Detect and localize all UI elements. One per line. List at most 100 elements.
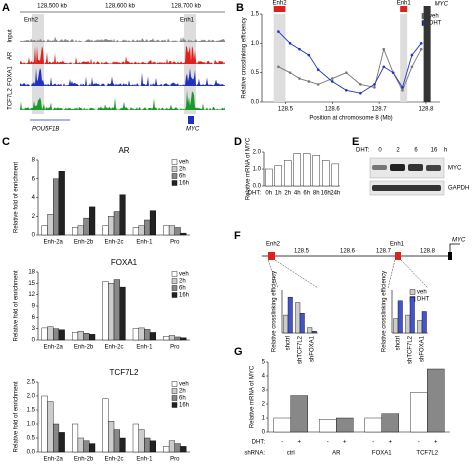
bar: [58, 329, 65, 341]
signal-track: [20, 68, 225, 86]
bar: [144, 219, 151, 236]
bar: [318, 419, 337, 433]
bar: [89, 443, 96, 453]
region-label: Enh1: [397, 1, 412, 7]
panel-f: Enh2 Enh1 128.5 128.6 128.7 128.8 MYC: [262, 238, 466, 289]
bar: [113, 211, 120, 236]
dht-sign: -: [281, 440, 283, 446]
y-tick-label: 2.0: [27, 394, 36, 400]
bar: [290, 395, 309, 433]
legend-label: DHT: [417, 297, 430, 303]
bar: [138, 429, 145, 453]
band: [372, 165, 387, 170]
bar: [174, 443, 181, 453]
y-tick-label: 9: [32, 304, 36, 310]
x-tick-label: Pro: [170, 457, 180, 463]
dht-sign: -: [327, 440, 329, 446]
y-tick-label: 2.0: [253, 150, 262, 156]
band: [426, 165, 441, 171]
x-tick-label: FOXA1: [372, 451, 392, 457]
bar: [180, 337, 187, 341]
bar: [71, 227, 79, 236]
legend-label: veh: [417, 290, 427, 296]
y-tick-label: 6: [32, 176, 36, 182]
track-label: AR: [8, 51, 14, 60]
bar: [41, 327, 48, 341]
point: [288, 42, 292, 45]
y-tick-label: 0.5: [251, 70, 260, 76]
bar: [102, 281, 109, 341]
bar: [273, 417, 291, 433]
bar: [421, 311, 427, 334]
bar: [287, 296, 293, 334]
bar: [138, 327, 145, 341]
track-label: TCF7L2: [8, 88, 14, 110]
legend-swatch: [409, 289, 416, 295]
enhancer-label: Enh1: [390, 242, 405, 248]
blot: [369, 157, 445, 179]
time-label: 6: [414, 148, 418, 154]
blot-header: DHT:: [356, 148, 370, 154]
point: [330, 80, 334, 83]
y-tick-label: 1.5: [251, 12, 260, 18]
dht-sign: +: [434, 440, 438, 446]
legend-swatch: [171, 285, 178, 291]
row-label: shRNA:: [244, 451, 265, 457]
x-tick-label: shctrl: [396, 336, 402, 350]
x-tick-label: shTCF7L2: [408, 335, 414, 364]
panel-label: D: [234, 136, 242, 148]
bar: [163, 225, 170, 236]
band-label: GAPDH: [448, 186, 469, 192]
x-tick-label: Enh-1: [136, 345, 153, 351]
legend-label: 6h: [179, 286, 186, 292]
bar: [144, 329, 151, 341]
bar: [132, 423, 139, 453]
y-tick-label: 12: [28, 292, 35, 298]
y-tick-label: 3: [262, 388, 266, 394]
zoom-line: [267, 259, 319, 289]
bar: [47, 401, 54, 453]
y-tick-label: 0: [32, 338, 36, 344]
x-tick-label: ctrl: [287, 451, 295, 457]
signal-track: [20, 36, 225, 42]
series-line: [278, 47, 422, 92]
bar: [113, 279, 120, 341]
time-label: 2: [396, 148, 400, 154]
bar: [381, 413, 400, 433]
x-tick-label: Enh-1: [136, 457, 153, 463]
bar: [77, 331, 84, 341]
point: [419, 42, 423, 45]
bar: [138, 225, 145, 236]
point: [410, 53, 414, 57]
x-prefix: DHT:: [248, 191, 262, 197]
y-axis-label: Relative fold of enrichment: [14, 162, 20, 233]
x-tick-label: 8h: [313, 191, 320, 197]
bar: [89, 206, 96, 236]
y-tick-label: 4: [262, 374, 266, 380]
point: [382, 47, 386, 51]
legend-swatch: [171, 292, 178, 298]
y-axis-label: Relative fold of enrichment: [14, 381, 20, 452]
bar: [168, 440, 176, 453]
x-tick-label: shTCF7L2: [298, 335, 304, 364]
legend-label: 6h: [179, 174, 186, 180]
bar: [83, 217, 90, 236]
coord-label: 128.8: [420, 249, 436, 255]
y-tick-label: 15: [28, 281, 35, 287]
panel-label: E: [352, 136, 359, 148]
gene-label: MYC: [435, 2, 449, 8]
bar: [274, 165, 283, 187]
series-line: [278, 31, 422, 94]
coord-label: 128.7: [376, 249, 392, 255]
x-tick-label: 128.7: [372, 107, 388, 113]
bar: [174, 336, 181, 341]
y-axis-label: Relative mRNA of MYC: [246, 137, 252, 200]
bar: [163, 446, 170, 453]
x-tick-label: 128.5: [278, 107, 294, 113]
signal-track: [20, 46, 225, 64]
bar: [299, 313, 305, 334]
point: [345, 71, 348, 74]
bar: [41, 395, 48, 453]
y-axis-label: Relative crosslinking efficiency: [272, 271, 278, 352]
